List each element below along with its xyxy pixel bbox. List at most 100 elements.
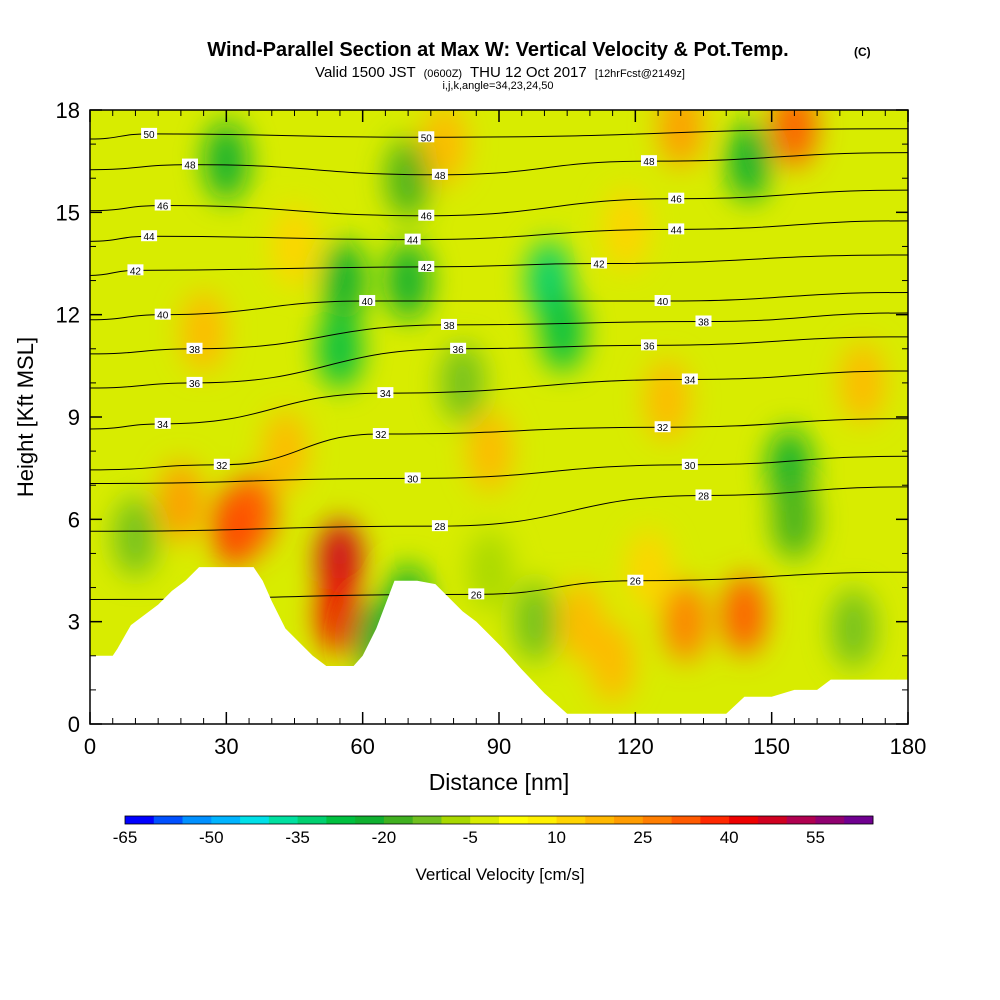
contour-label-box bbox=[681, 373, 698, 385]
contour-label-box bbox=[468, 588, 485, 600]
contour-label: 40 bbox=[654, 295, 671, 308]
colorbar-tick-label: 55 bbox=[806, 828, 825, 847]
valid-prefix: Valid 1500 JST bbox=[315, 64, 415, 81]
contour-label-box bbox=[359, 295, 376, 307]
y-tick-label: 18 bbox=[56, 98, 80, 123]
contour-label: 32 bbox=[654, 421, 671, 434]
contour-label: 48 bbox=[431, 168, 448, 182]
velocity-cell-22 bbox=[626, 530, 671, 611]
contour-label: 44 bbox=[668, 223, 685, 236]
contour-label-text: 36 bbox=[189, 379, 201, 390]
velocity-cell-1 bbox=[231, 472, 276, 553]
colorbar-swatch bbox=[383, 816, 414, 824]
contour-label-text: 50 bbox=[144, 130, 156, 141]
contour-label: 36 bbox=[640, 339, 657, 352]
contour-label-box bbox=[377, 387, 394, 399]
contour-label-box bbox=[154, 417, 171, 429]
x-axis-label: Distance [nm] bbox=[429, 769, 570, 795]
velocity-cell-19 bbox=[722, 574, 767, 655]
contour-label: 30 bbox=[681, 458, 698, 472]
contour-label-box bbox=[654, 421, 671, 433]
plot-area: 50 50 48 48 48 46 46 46 44 44 44 42 42 42 40 40 40 38 38 38… bbox=[90, 110, 908, 724]
velocity-cell-36 bbox=[440, 342, 485, 423]
y-axis-label: Height [Kft MSL] bbox=[13, 337, 38, 497]
contour-label-box bbox=[181, 158, 198, 170]
x-tick-label: 180 bbox=[890, 734, 927, 759]
colorbar-swatch bbox=[268, 816, 299, 824]
contour-label-box bbox=[681, 458, 698, 470]
contour-label-box bbox=[186, 376, 203, 388]
contour-label-text: 34 bbox=[380, 389, 392, 400]
colorbar-swatch bbox=[326, 816, 356, 824]
colorbar-swatch bbox=[412, 816, 442, 824]
contour-label-text: 30 bbox=[684, 461, 696, 472]
velocity-cell-26 bbox=[422, 110, 467, 185]
contour-label-text: 48 bbox=[643, 157, 655, 168]
chart-title: Wind-Parallel Section at Max W: Vertical… bbox=[207, 39, 788, 61]
velocity-cell-33 bbox=[840, 342, 885, 423]
contour-label: 46 bbox=[418, 209, 435, 223]
contour-label-text: 38 bbox=[189, 345, 201, 356]
contour-label: 30 bbox=[404, 472, 421, 485]
colorbar bbox=[124, 815, 874, 825]
y-tick-label: 12 bbox=[56, 303, 80, 328]
contour-label: 50 bbox=[418, 131, 435, 144]
contour-label-box bbox=[668, 192, 685, 204]
x-tick-label: 120 bbox=[617, 734, 654, 759]
colorbar-swatch bbox=[729, 816, 759, 824]
colorbar-swatch bbox=[153, 816, 183, 824]
contour-label-text: 46 bbox=[421, 212, 433, 223]
contour-label: 32 bbox=[213, 458, 230, 472]
contour-label: 46 bbox=[668, 192, 685, 206]
velocity-cell-18 bbox=[663, 581, 708, 662]
contour-label-box bbox=[186, 342, 203, 354]
y-tick-label: 6 bbox=[68, 507, 80, 532]
colorbar-tick-labels: -65 -50 -35 -20 -5 10 25 40 55 bbox=[113, 828, 825, 847]
velocity-cell-12 bbox=[204, 121, 249, 202]
contour-label-box bbox=[418, 209, 435, 221]
contour-label-text: 34 bbox=[684, 375, 696, 386]
y-tick-label: 0 bbox=[68, 712, 80, 737]
isentrope-48 bbox=[90, 152, 908, 176]
contour-label-text: 44 bbox=[407, 236, 419, 247]
contour-label-box bbox=[441, 318, 458, 330]
colorbar-tick-label: 10 bbox=[547, 828, 566, 847]
contour-label: 44 bbox=[141, 230, 158, 243]
isentrope-28 bbox=[90, 486, 908, 532]
contour-label-box bbox=[627, 574, 644, 586]
x-tick-label: 30 bbox=[214, 734, 238, 759]
contour-label: 34 bbox=[154, 417, 171, 431]
contour-label-text: 46 bbox=[157, 202, 169, 213]
colorbar-swatch bbox=[441, 816, 471, 824]
contour-label-box bbox=[372, 428, 389, 440]
x-tick-label: 150 bbox=[753, 734, 790, 759]
colorbar-swatch bbox=[642, 816, 673, 824]
contour-label-text: 42 bbox=[593, 260, 605, 271]
velocity-cell-29 bbox=[181, 291, 226, 372]
velocity-cell-16 bbox=[513, 581, 558, 662]
contour-label-box bbox=[640, 339, 657, 351]
colorbar-swatch bbox=[614, 816, 644, 824]
colorbar-swatch bbox=[355, 816, 385, 824]
contour-label-box bbox=[213, 458, 230, 470]
colorbar-swatch bbox=[815, 816, 845, 824]
contour-label-box bbox=[418, 260, 435, 272]
contour-label-box bbox=[141, 230, 158, 242]
grid-indices: i,j,k,angle=34,23,24,50 bbox=[442, 80, 553, 92]
contour-label: 46 bbox=[154, 199, 171, 213]
contour-label-box bbox=[590, 257, 607, 269]
colorbar-tick-label: 25 bbox=[633, 828, 652, 847]
contour-label-box bbox=[404, 472, 421, 484]
contour-label: 38 bbox=[441, 318, 458, 332]
contour-label-box bbox=[404, 233, 421, 245]
velocity-cell-31 bbox=[467, 411, 512, 492]
velocity-cell-34 bbox=[604, 189, 649, 270]
colorbar-swatch bbox=[671, 816, 701, 824]
velocity-cell-15 bbox=[772, 479, 817, 560]
contour-label: 40 bbox=[359, 295, 376, 308]
velocity-cell-28 bbox=[658, 110, 703, 168]
contour-label-text: 48 bbox=[184, 161, 196, 172]
contour-label-text: 42 bbox=[130, 266, 142, 277]
forecast-info: [12hrFcst@2149z] bbox=[595, 68, 685, 80]
